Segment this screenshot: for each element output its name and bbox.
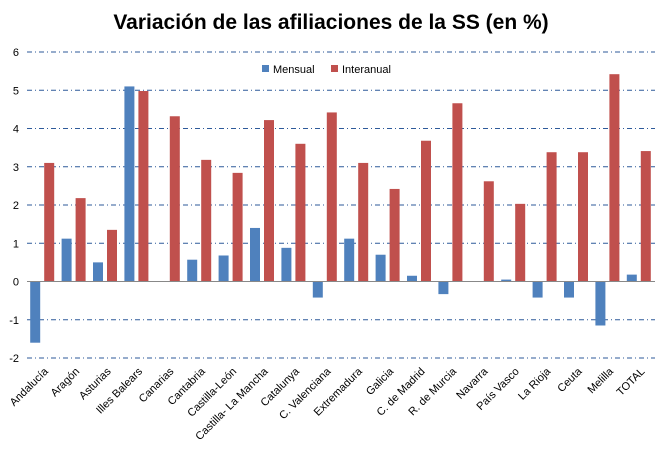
x-tick-label: Melilla (585, 365, 616, 396)
bars (30, 74, 651, 343)
bar-mensual-13 (438, 281, 449, 295)
bar-mensual-16 (532, 281, 543, 298)
bar-interanual-7 (264, 120, 274, 282)
bar-mensual-0 (30, 281, 41, 343)
bar-mensual-5 (187, 259, 198, 282)
y-tick-label: 5 (13, 85, 19, 97)
y-tick-label: 6 (13, 47, 19, 59)
x-tick-label: La Rioja (516, 365, 554, 403)
bar-interanual-15 (515, 203, 526, 282)
x-tick-label: Ceuta (555, 365, 585, 395)
bar-interanual-13 (452, 103, 463, 282)
bar-mensual-7 (250, 227, 260, 282)
legend-swatch-interanual (331, 65, 338, 72)
y-axis: 6 5 4 3 2 1 0 -1 -2 (9, 47, 19, 365)
y-tick-label: 1 (13, 238, 19, 250)
bar-mensual-2 (93, 262, 103, 282)
bar-mensual-3 (124, 86, 135, 282)
bar-interanual-11 (389, 188, 400, 282)
bar-interanual-2 (107, 229, 117, 282)
x-tick-label: Andalucía (8, 365, 52, 409)
y-tick-label: 4 (13, 124, 19, 136)
bar-interanual-5 (201, 159, 212, 282)
legend-swatch-mensual (262, 65, 269, 72)
bar-interanual-0 (44, 162, 55, 282)
bar-interanual-4 (169, 116, 180, 282)
bar-interanual-19 (640, 151, 651, 282)
y-tick-label: -2 (9, 353, 19, 365)
chart-title: Variación de las afiliaciones de la SS (… (113, 11, 548, 34)
legend-label-interanual: Interanual (342, 64, 391, 76)
y-tick-label: -1 (9, 315, 19, 327)
bar-interanual-9 (326, 112, 337, 282)
bar-interanual-14 (483, 181, 494, 282)
bar-interanual-10 (358, 162, 369, 282)
bar-interanual-8 (295, 143, 306, 282)
bar-mensual-10 (344, 238, 355, 282)
bar-interanual-16 (546, 152, 557, 282)
bar-interanual-6 (232, 172, 243, 282)
bar-mensual-19 (626, 274, 637, 282)
bar-mensual-11 (375, 254, 386, 282)
y-tick-label: 2 (13, 200, 19, 212)
bar-interanual-17 (578, 152, 588, 282)
bar-mensual-17 (564, 281, 574, 298)
bar-mensual-6 (218, 255, 229, 282)
legend-label-mensual: Mensual (273, 64, 315, 76)
x-tick-label: TOTAL (615, 366, 648, 399)
bar-mensual-1 (61, 238, 72, 282)
bar-interanual-12 (421, 140, 431, 282)
bar-mensual-9 (312, 281, 323, 298)
bar-interanual-3 (138, 91, 149, 282)
bar-interanual-1 (75, 198, 86, 282)
y-tick-label: 3 (13, 162, 19, 174)
bar-mensual-8 (281, 247, 292, 282)
y-tick-label: 0 (13, 277, 19, 289)
bar-mensual-12 (407, 275, 417, 282)
bar-mensual-18 (595, 281, 606, 326)
gridlines (27, 51, 655, 359)
legend: Mensual Interanual (262, 64, 391, 76)
bar-interanual-18 (609, 74, 620, 282)
bar-mensual-15 (501, 279, 512, 282)
